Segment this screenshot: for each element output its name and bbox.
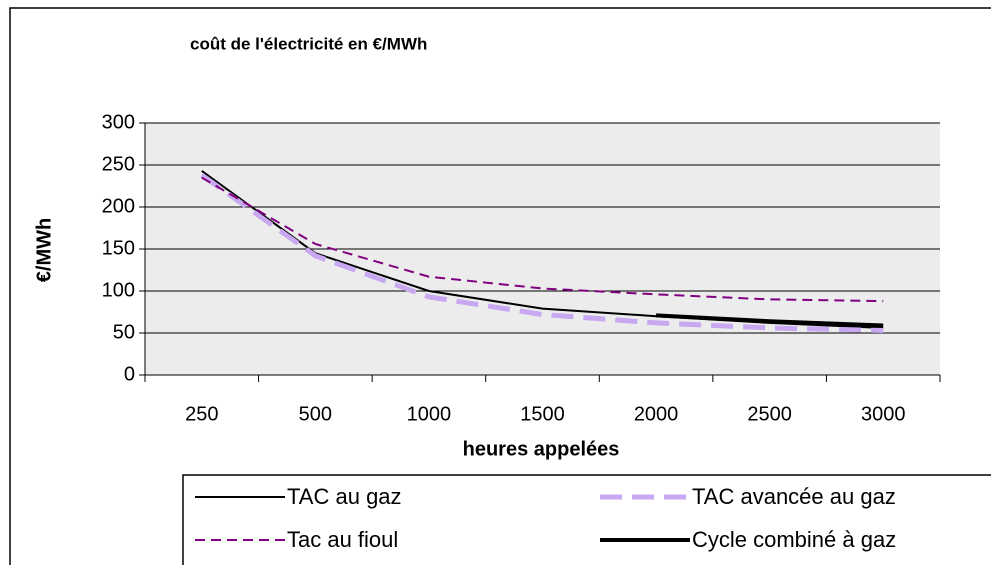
series-line [200, 173, 884, 333]
legend-box [182, 474, 991, 565]
x-tick-label: 3000 [861, 403, 906, 425]
y-tick-label: 0 [124, 363, 135, 385]
y-tick-label: 150 [102, 237, 135, 259]
y-tick-label: 300 [102, 111, 135, 133]
y-tick-label: 100 [102, 279, 135, 301]
x-tick-label: 2000 [634, 403, 679, 425]
x-tick-label: 1500 [520, 403, 565, 425]
legend-label: TAC avancée au gaz [692, 484, 896, 509]
y-tick-label: 50 [113, 321, 135, 343]
y-tick-label: 250 [102, 153, 135, 175]
y-tick-label: 200 [102, 195, 135, 217]
x-tick-label: 2500 [747, 403, 792, 425]
x-tick-label: 1000 [407, 403, 452, 425]
series-line [655, 313, 884, 328]
y-axis-label: €/MWh [33, 218, 55, 282]
x-axis-label: heures appelées [463, 438, 620, 460]
legend-label: Tac au fioul [287, 527, 398, 552]
x-tick-label: 250 [185, 403, 218, 425]
x-tick-label: 500 [299, 403, 332, 425]
series-line [201, 176, 884, 303]
chart-title: coût de l'électricité en €/MWh [190, 34, 427, 53]
legend-label: Cycle combiné à gaz [692, 527, 896, 552]
legend-label: TAC au gaz [287, 484, 402, 509]
